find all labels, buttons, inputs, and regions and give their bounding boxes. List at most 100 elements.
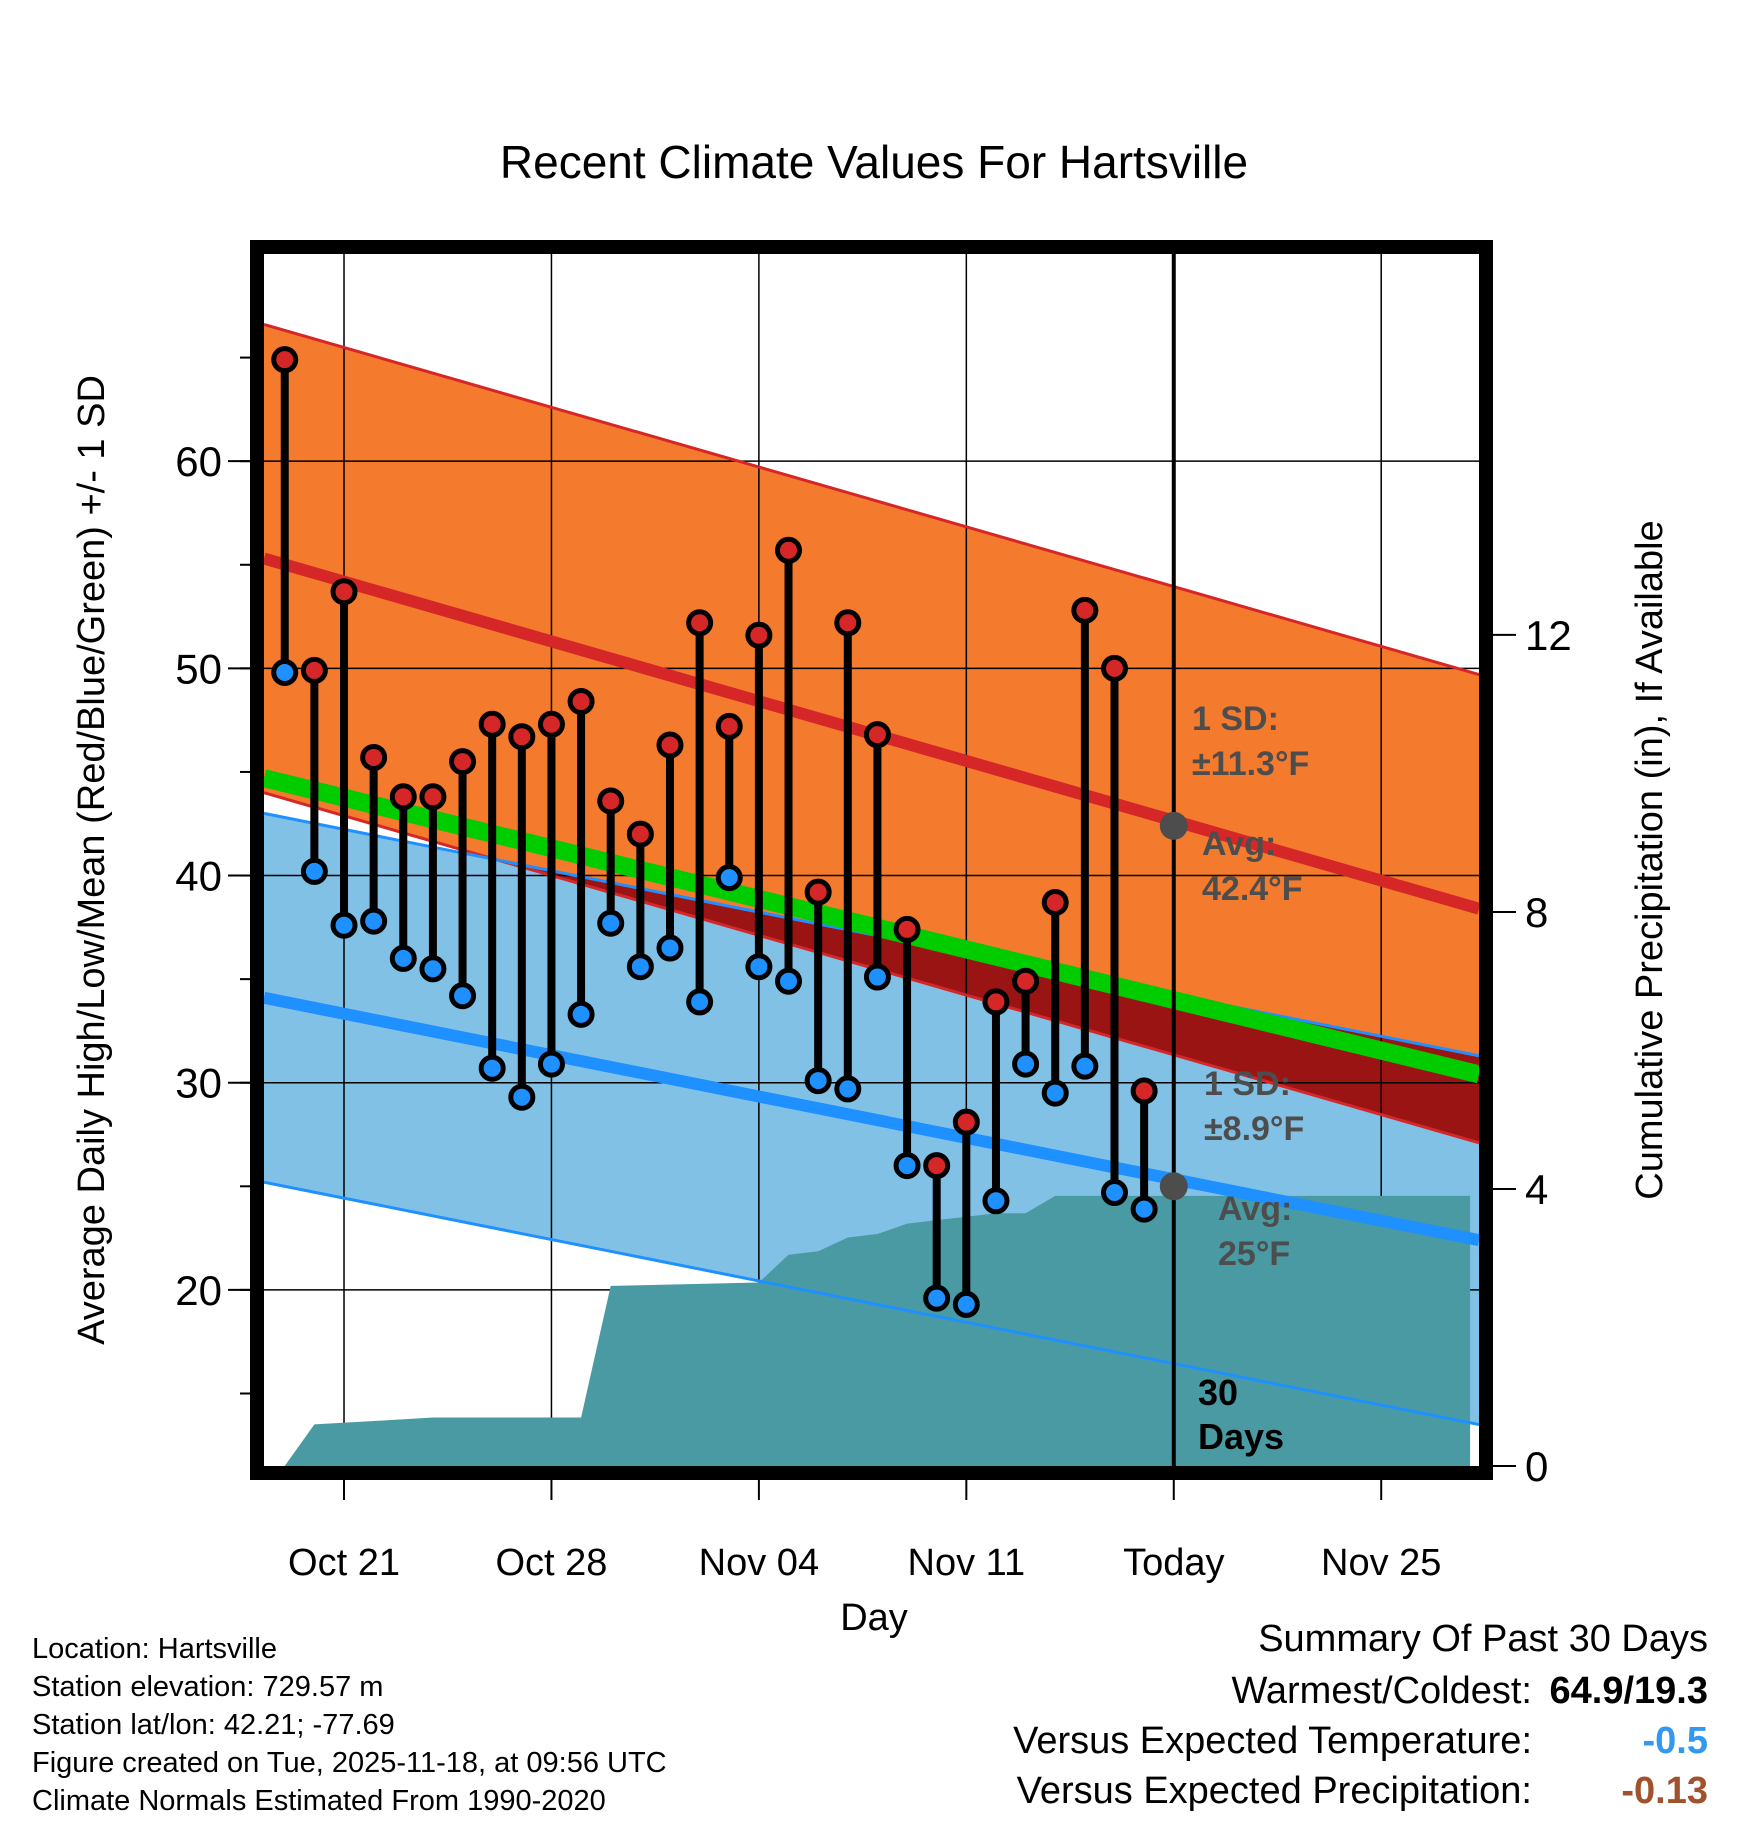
- low-avg-label: Avg:: [1218, 1190, 1292, 1228]
- high-temp-point: [478, 710, 506, 738]
- low-temp-point: [626, 953, 654, 981]
- high-temp-point: [1012, 967, 1040, 995]
- y2-axis-label: Cumulative Precipitation (in), If Availa…: [1629, 520, 1671, 1199]
- normals-text: Climate Normals Estimated From 1990-2020: [32, 1785, 606, 1817]
- low-temp-point: [1041, 1079, 1069, 1107]
- plot-frame: [250, 240, 1493, 1480]
- high-temp-point: [952, 1108, 980, 1136]
- y2-tick-label: 8: [1525, 889, 1548, 936]
- high-temp-point: [271, 346, 299, 374]
- low-temp-point: [537, 1050, 565, 1078]
- high-temp-point: [804, 878, 832, 906]
- high-temp-point: [389, 783, 417, 811]
- high-temp-point: [1101, 654, 1128, 682]
- low-temp-point: [1012, 1050, 1040, 1078]
- warm-cold-value: 64.9/19.3: [1549, 1670, 1708, 1712]
- high-temp-point: [508, 723, 536, 751]
- high-temp-point: [626, 820, 654, 848]
- chart-title: Recent Climate Values For Hartsville: [500, 136, 1248, 188]
- low-temp-point: [745, 953, 773, 981]
- temp-vs-expected-value: -0.5: [1642, 1720, 1708, 1762]
- elevation-text: Station elevation: 729.57 m: [32, 1671, 384, 1703]
- y-tick-label: 40: [175, 853, 222, 900]
- high-temp-point: [1130, 1077, 1158, 1105]
- y2-tick-label: 4: [1525, 1166, 1548, 1213]
- normal-low-line: [264, 991, 1479, 1247]
- y-tick-label: 30: [175, 1060, 222, 1107]
- y-tick-label: 50: [175, 645, 222, 692]
- high-temp-point: [863, 721, 891, 749]
- high-temp-point: [1071, 596, 1099, 624]
- low-temp-point: [686, 988, 714, 1016]
- y2-tick-label: 12: [1525, 612, 1572, 659]
- x-tick-label: Nov 25: [1321, 1542, 1441, 1584]
- right-axis: 0 4 8 12: [1493, 612, 1572, 1490]
- high-temp-point: [1041, 888, 1069, 916]
- summary-precip: Versus Expected Precipitation: -0.13: [1017, 1770, 1708, 1813]
- high-temp-point: [775, 536, 803, 564]
- high-avg-value: 42.4°F: [1202, 870, 1303, 908]
- y2-tick-label: 0: [1525, 1443, 1548, 1490]
- low-temp-point: [715, 864, 743, 892]
- low-temp-point: [419, 955, 447, 983]
- low-temp-point: [1071, 1052, 1099, 1080]
- low-avg-value: 25°F: [1218, 1235, 1290, 1273]
- low-temp-point: [300, 857, 328, 885]
- high-temp-point: [300, 656, 328, 684]
- high-temp-point: [656, 731, 684, 759]
- high-temp-point: [893, 915, 921, 943]
- low-temp-point: [804, 1067, 832, 1095]
- y-axis-label: Average Daily High/Low/Mean (Red/Blue/Gr…: [71, 375, 113, 1345]
- warm-cold-label: Warmest/Coldest:: [1231, 1670, 1532, 1712]
- high-sd-label: 1 SD:: [1192, 700, 1279, 738]
- high-temp-point: [686, 609, 714, 637]
- x-tick-label: Oct 28: [495, 1542, 607, 1584]
- temp-vs-expected-label: Versus Expected Temperature:: [1013, 1720, 1532, 1762]
- low-temp-point: [330, 911, 358, 939]
- precip-vs-expected-label: Versus Expected Precipitation:: [1016, 1770, 1532, 1812]
- left-axis: 20 30 40 50 60: [175, 356, 250, 1395]
- low-band-lower-edge: [264, 1180, 1479, 1427]
- x-tick-label: Today: [1123, 1542, 1224, 1584]
- y-tick-label: 20: [175, 1267, 222, 1314]
- high-temp-point: [419, 783, 447, 811]
- low-temp-point: [478, 1054, 506, 1082]
- low-sd-value: ±8.9°F: [1204, 1110, 1304, 1148]
- low-temp-point: [952, 1290, 980, 1318]
- high-temp-point: [834, 609, 862, 637]
- summary-title: Summary Of Past 30 Days: [1258, 1618, 1708, 1660]
- low-temp-point: [834, 1075, 862, 1103]
- x-tick-label: Nov 11: [908, 1542, 1026, 1584]
- y-tick-label: 60: [175, 438, 222, 485]
- today-high-avg-marker: [1159, 811, 1188, 840]
- low-sd-label: 1 SD:: [1204, 1065, 1291, 1103]
- horizontal-gridlines: [264, 460, 1479, 1291]
- x-tick-label: Nov 04: [699, 1542, 819, 1584]
- low-temp-point: [982, 1187, 1010, 1215]
- low-temp-point: [863, 963, 891, 991]
- high-temp-point: [982, 988, 1010, 1016]
- low-temp-point: [923, 1284, 951, 1312]
- station-info: Location: Hartsville Station elevation: …: [32, 1630, 667, 1820]
- high-band-upper-edge: [264, 322, 1479, 677]
- low-temp-point: [656, 934, 684, 962]
- summary-warm-cold: Warmest/Coldest: 64.9/19.3: [1231, 1670, 1708, 1713]
- high-avg-label: Avg:: [1202, 825, 1276, 863]
- high-temp-point: [360, 743, 388, 771]
- plot-area: [264, 254, 1479, 1466]
- high-temp-point: [537, 710, 565, 738]
- annotations: 1 SD: ±11.3°F Avg: 42.4°F 1 SD: ±8.9°F A…: [1192, 700, 1309, 1273]
- low-temp-point: [449, 982, 477, 1010]
- precip-vs-expected-value: -0.13: [1621, 1770, 1708, 1812]
- low-temp-point: [893, 1152, 921, 1180]
- high-temp-point: [330, 578, 358, 606]
- daily-points: [271, 346, 1158, 1318]
- x-axis: Oct 21 Oct 28 Nov 04 Nov 11 Today Nov 25: [288, 1480, 1441, 1584]
- high-temp-point: [923, 1152, 951, 1180]
- low-temp-point: [1101, 1179, 1128, 1207]
- precipitation-area: [284, 1195, 1471, 1466]
- high-temp-point: [715, 712, 743, 740]
- low-temp-point: [1130, 1195, 1158, 1223]
- latlon-text: Station lat/lon: 42.21; -77.69: [32, 1709, 395, 1741]
